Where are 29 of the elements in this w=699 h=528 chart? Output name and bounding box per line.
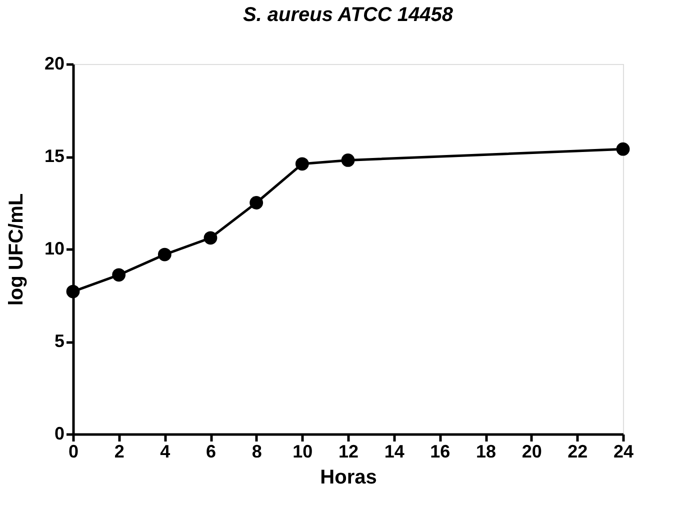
- point: [204, 231, 218, 245]
- x-tick-label: 6: [206, 442, 216, 462]
- x-tick-label: 0: [68, 442, 79, 462]
- x-tick-label: 12: [338, 442, 359, 462]
- chart-title: S. aureus ATCC 14458: [242, 4, 454, 26]
- y-tick-label: 20: [44, 54, 64, 74]
- point: [158, 248, 172, 262]
- y-tick-label: 15: [44, 146, 64, 166]
- point: [616, 142, 630, 156]
- x-tick-label: 24: [613, 442, 634, 462]
- x-tick-label: 14: [384, 442, 404, 462]
- x-tick-label: 8: [252, 442, 262, 462]
- x-tick-label: 16: [430, 442, 450, 462]
- point: [295, 157, 309, 171]
- x-tick-label: 10: [292, 442, 313, 462]
- x-tick-label: 18: [476, 442, 496, 462]
- y-tick-label: 5: [54, 331, 64, 351]
- x-axis-title: Horas: [320, 466, 377, 488]
- point: [66, 284, 80, 298]
- x-tick-label: 4: [160, 442, 170, 462]
- point: [250, 196, 264, 210]
- point: [112, 268, 126, 282]
- x-tick-label: 2: [114, 442, 124, 462]
- y-tick-label: 0: [54, 424, 64, 444]
- point: [341, 154, 355, 167]
- y-axis-title: log UFC/mL: [5, 193, 28, 306]
- x-tick-label: 20: [522, 442, 542, 462]
- y-tick-label: 10: [44, 238, 64, 258]
- x-tick-label: 22: [568, 442, 588, 462]
